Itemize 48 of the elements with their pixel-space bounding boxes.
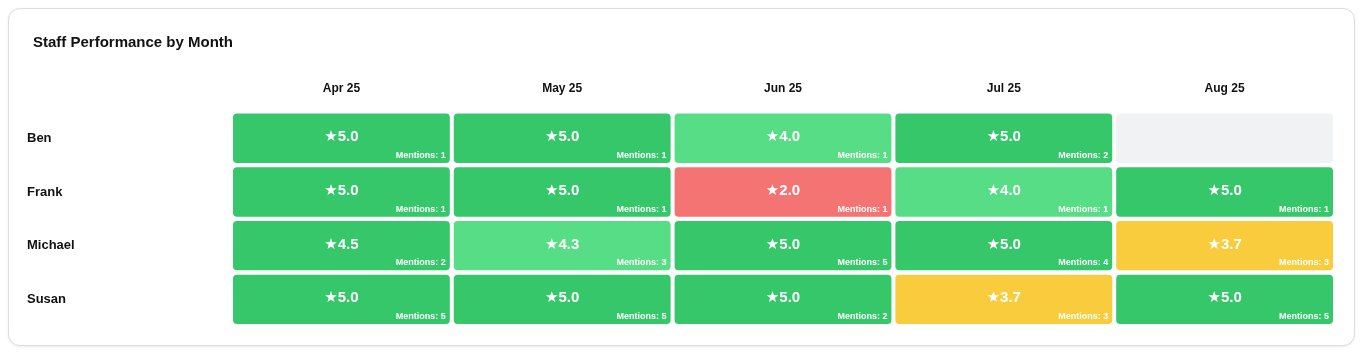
annotation: Mentions: 1 <box>1279 203 1330 214</box>
x-tick-label: May 25 <box>542 80 583 95</box>
data-label: ★3.7 <box>1207 234 1242 252</box>
y-tick-label: Susan <box>27 290 67 306</box>
data-label: ★5.0 <box>765 234 801 252</box>
annotation: Mentions: 1 <box>1058 203 1109 214</box>
annotation: Mentions: 4 <box>1058 257 1109 268</box>
annotation: Mentions: 1 <box>837 203 888 214</box>
y-tick-label: Michael <box>27 237 75 253</box>
data-label: ★5.0 <box>545 127 580 145</box>
annotation: Mentions: 1 <box>616 203 667 214</box>
annotation: Mentions: 2 <box>395 257 446 268</box>
annotation: Mentions: 1 <box>837 149 888 160</box>
data-label: ★3.7 <box>986 288 1021 306</box>
data-label: ★5.0 <box>1207 288 1242 306</box>
chart-title: Staff Performance by Month <box>33 33 234 50</box>
x-tick-label: Aug 25 <box>1204 80 1245 95</box>
data-label: ★5.0 <box>324 288 359 306</box>
data-label: ★4.5 <box>324 234 359 252</box>
annotation: Mentions: 5 <box>616 311 667 322</box>
annotation: Mentions: 1 <box>395 203 446 214</box>
data-label: ★4.0 <box>986 181 1021 199</box>
data-label: ★4.0 <box>765 127 801 145</box>
annotation: Mentions: 2 <box>1058 149 1109 160</box>
data-label: ★5.0 <box>324 127 359 145</box>
data-label: ★5.0 <box>765 288 801 306</box>
x-tick-label: Jul 25 <box>986 80 1022 95</box>
y-tick-label: Frank <box>27 183 64 199</box>
data-label: ★5.0 <box>324 181 359 199</box>
data-label: ★5.0 <box>545 288 580 306</box>
x-tick-label: Jun 25 <box>763 80 803 95</box>
data-label: ★5.0 <box>986 234 1021 252</box>
y-tick-label: Ben <box>27 129 52 145</box>
data-label: ★5.0 <box>545 181 580 199</box>
data-label: ★5.0 <box>986 127 1021 145</box>
annotation: Mentions: 3 <box>1279 257 1330 268</box>
annotation: Mentions: 3 <box>1058 311 1109 322</box>
annotation: Mentions: 3 <box>616 257 667 268</box>
annotation: Mentions: 1 <box>616 149 667 160</box>
annotation: Mentions: 5 <box>1279 311 1330 322</box>
data-label: ★5.0 <box>1207 181 1242 199</box>
x-tick-label: Apr 25 <box>322 80 361 95</box>
data-label: ★4.3 <box>545 234 580 252</box>
annotation: Mentions: 2 <box>837 311 888 322</box>
annotation: Mentions: 5 <box>837 257 888 268</box>
annotation: Mentions: 5 <box>395 311 446 322</box>
data-label: ★2.0 <box>765 181 801 199</box>
annotation: Mentions: 1 <box>395 149 446 160</box>
